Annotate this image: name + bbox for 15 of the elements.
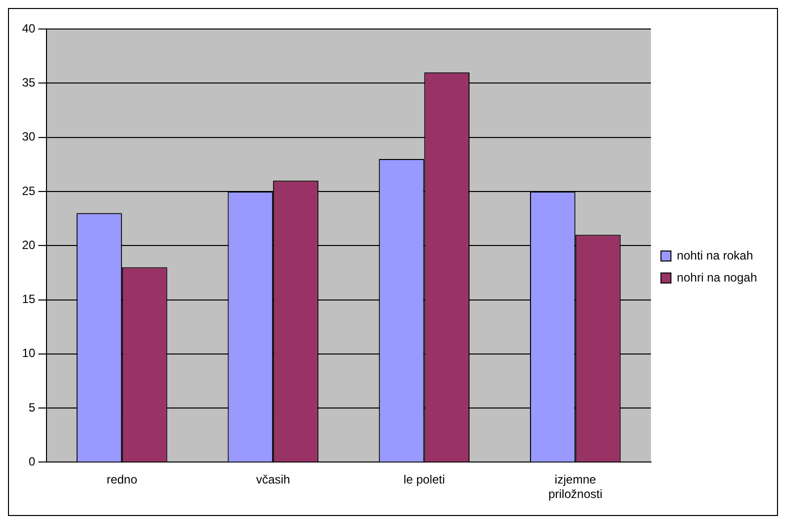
x-tick-label: včasih: [256, 472, 290, 487]
y-tick-label: 0: [28, 454, 36, 469]
y-tick-label: 35: [22, 75, 36, 90]
legend-label: nohri na nogah: [676, 270, 758, 284]
y-tick-label: 15: [22, 292, 36, 306]
y-tick-label: 5: [28, 400, 36, 414]
x-tick-label: redno: [106, 472, 138, 487]
y-tick-label: 40: [22, 21, 36, 36]
legend-label: nohti na rokah: [676, 248, 753, 262]
y-tick-label: 30: [22, 130, 36, 144]
x-tick-label: le poleti: [404, 472, 445, 487]
x-tick-label: izjemne priložnosti: [548, 472, 602, 502]
y-tick-label: 20: [22, 238, 36, 252]
y-tick-label: 25: [22, 184, 36, 198]
y-tick-label: 10: [22, 346, 36, 360]
